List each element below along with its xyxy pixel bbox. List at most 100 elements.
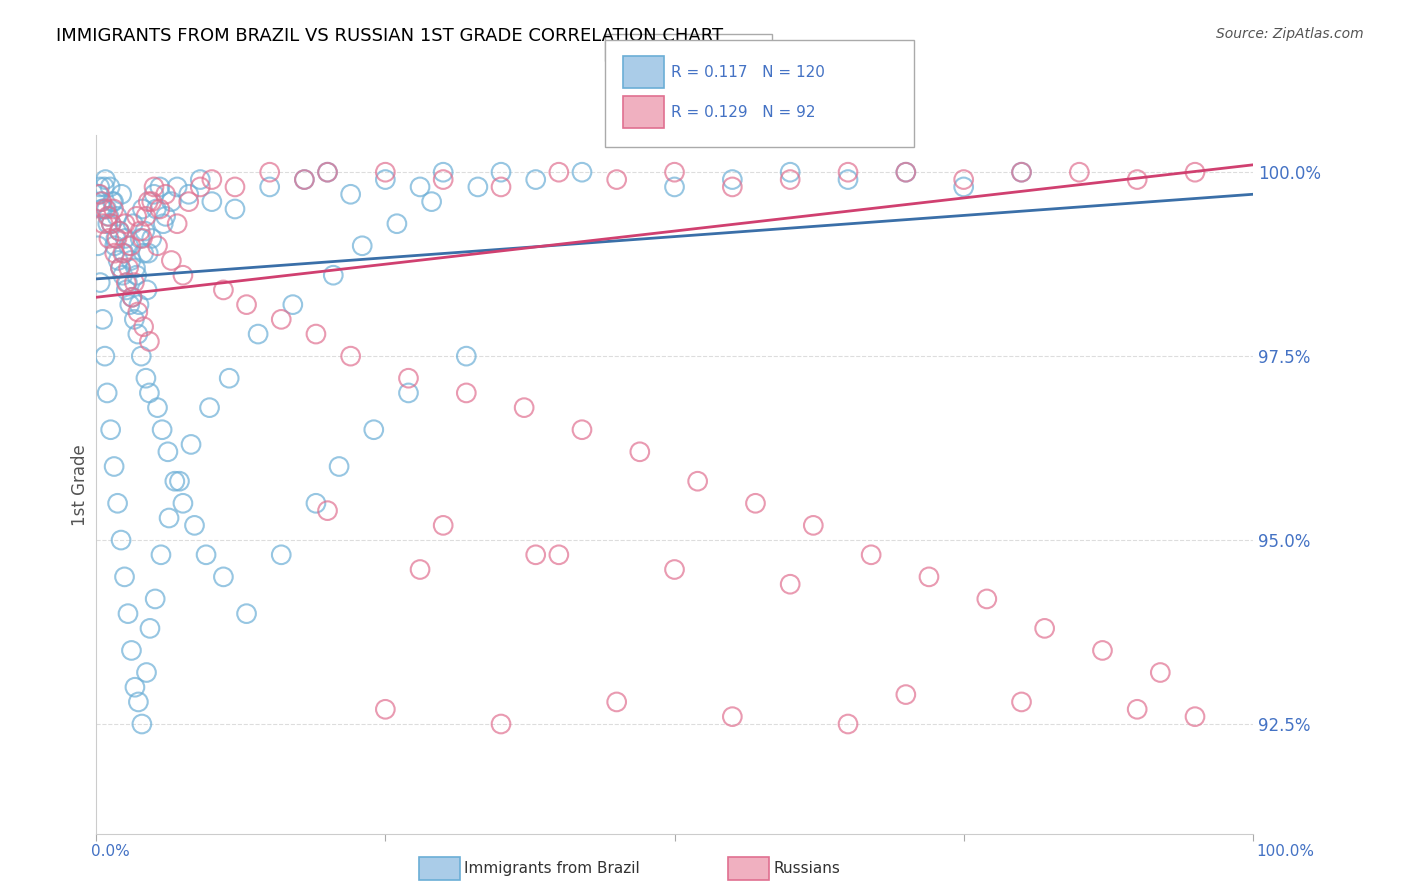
Point <box>571 423 593 437</box>
Point <box>224 180 246 194</box>
Point <box>547 165 569 179</box>
Point <box>316 165 339 179</box>
Point <box>721 709 744 723</box>
Point <box>420 194 443 209</box>
Point <box>259 180 281 194</box>
Point <box>183 518 205 533</box>
Point <box>409 180 432 194</box>
Point <box>180 437 202 451</box>
Point <box>270 312 292 326</box>
Point <box>132 319 155 334</box>
Point <box>105 210 128 224</box>
Point <box>97 217 120 231</box>
Text: 0.0%: 0.0% <box>91 845 131 859</box>
Point <box>149 202 172 216</box>
Text: R = 0.117   N = 120: R = 0.117 N = 120 <box>612 40 765 55</box>
Point <box>166 180 188 194</box>
Point <box>664 180 686 194</box>
Point <box>125 210 148 224</box>
Point <box>918 570 941 584</box>
Point <box>195 548 218 562</box>
Point <box>124 276 146 290</box>
Point <box>166 217 188 231</box>
Point <box>100 217 122 231</box>
Point <box>94 349 117 363</box>
Point <box>104 231 127 245</box>
Point <box>292 172 315 186</box>
Point <box>339 187 361 202</box>
Point <box>104 246 127 260</box>
Point <box>135 371 157 385</box>
Point <box>100 217 122 231</box>
Y-axis label: 1st Grade: 1st Grade <box>72 444 89 525</box>
Point <box>894 165 917 179</box>
Point <box>122 217 145 231</box>
Point <box>129 349 152 363</box>
Point <box>524 548 547 562</box>
Point <box>136 246 159 260</box>
Point <box>201 194 224 209</box>
Point <box>270 548 292 562</box>
Point <box>322 268 344 283</box>
Point <box>160 194 183 209</box>
Point <box>87 239 110 253</box>
Point <box>628 444 651 458</box>
Point <box>131 202 153 216</box>
Point <box>135 665 157 680</box>
Point <box>686 474 709 488</box>
Point <box>172 268 194 283</box>
Point <box>121 290 143 304</box>
Point <box>134 224 156 238</box>
Point <box>112 246 135 260</box>
Point <box>128 298 150 312</box>
Point <box>87 187 110 202</box>
Point <box>115 276 138 290</box>
Point <box>385 217 408 231</box>
Point <box>124 680 146 694</box>
Point <box>177 187 200 202</box>
Point <box>155 187 177 202</box>
Point <box>101 194 124 209</box>
Point <box>201 172 224 186</box>
Point <box>1184 709 1206 723</box>
Point <box>721 180 744 194</box>
Point <box>224 202 246 216</box>
Point <box>339 349 361 363</box>
Point <box>894 688 917 702</box>
Point <box>108 224 131 238</box>
Point <box>328 459 350 474</box>
Text: IMMIGRANTS FROM BRAZIL VS RUSSIAN 1ST GRADE CORRELATION CHART: IMMIGRANTS FROM BRAZIL VS RUSSIAN 1ST GR… <box>56 27 723 45</box>
Point <box>138 386 160 401</box>
Point <box>108 224 131 238</box>
Point <box>131 717 153 731</box>
Point <box>489 717 512 731</box>
Point <box>188 180 211 194</box>
Point <box>1091 643 1114 657</box>
Point <box>664 562 686 576</box>
Point <box>110 260 132 275</box>
Point <box>136 194 159 209</box>
Point <box>152 217 174 231</box>
Point <box>135 210 157 224</box>
Point <box>132 246 155 260</box>
Point <box>489 165 512 179</box>
Point <box>163 474 186 488</box>
Point <box>124 312 146 326</box>
Point <box>145 202 167 216</box>
Point <box>89 187 111 202</box>
Point <box>97 231 120 245</box>
Point <box>374 702 396 716</box>
Point <box>513 401 536 415</box>
Point <box>98 180 121 194</box>
Point <box>235 607 257 621</box>
Point <box>141 231 163 245</box>
Point <box>664 165 686 179</box>
Point <box>606 695 628 709</box>
Point <box>744 496 766 510</box>
Point <box>156 444 179 458</box>
Point <box>860 548 883 562</box>
Point <box>89 180 111 194</box>
Point <box>114 570 136 584</box>
Point <box>97 210 120 224</box>
Point <box>489 180 512 194</box>
